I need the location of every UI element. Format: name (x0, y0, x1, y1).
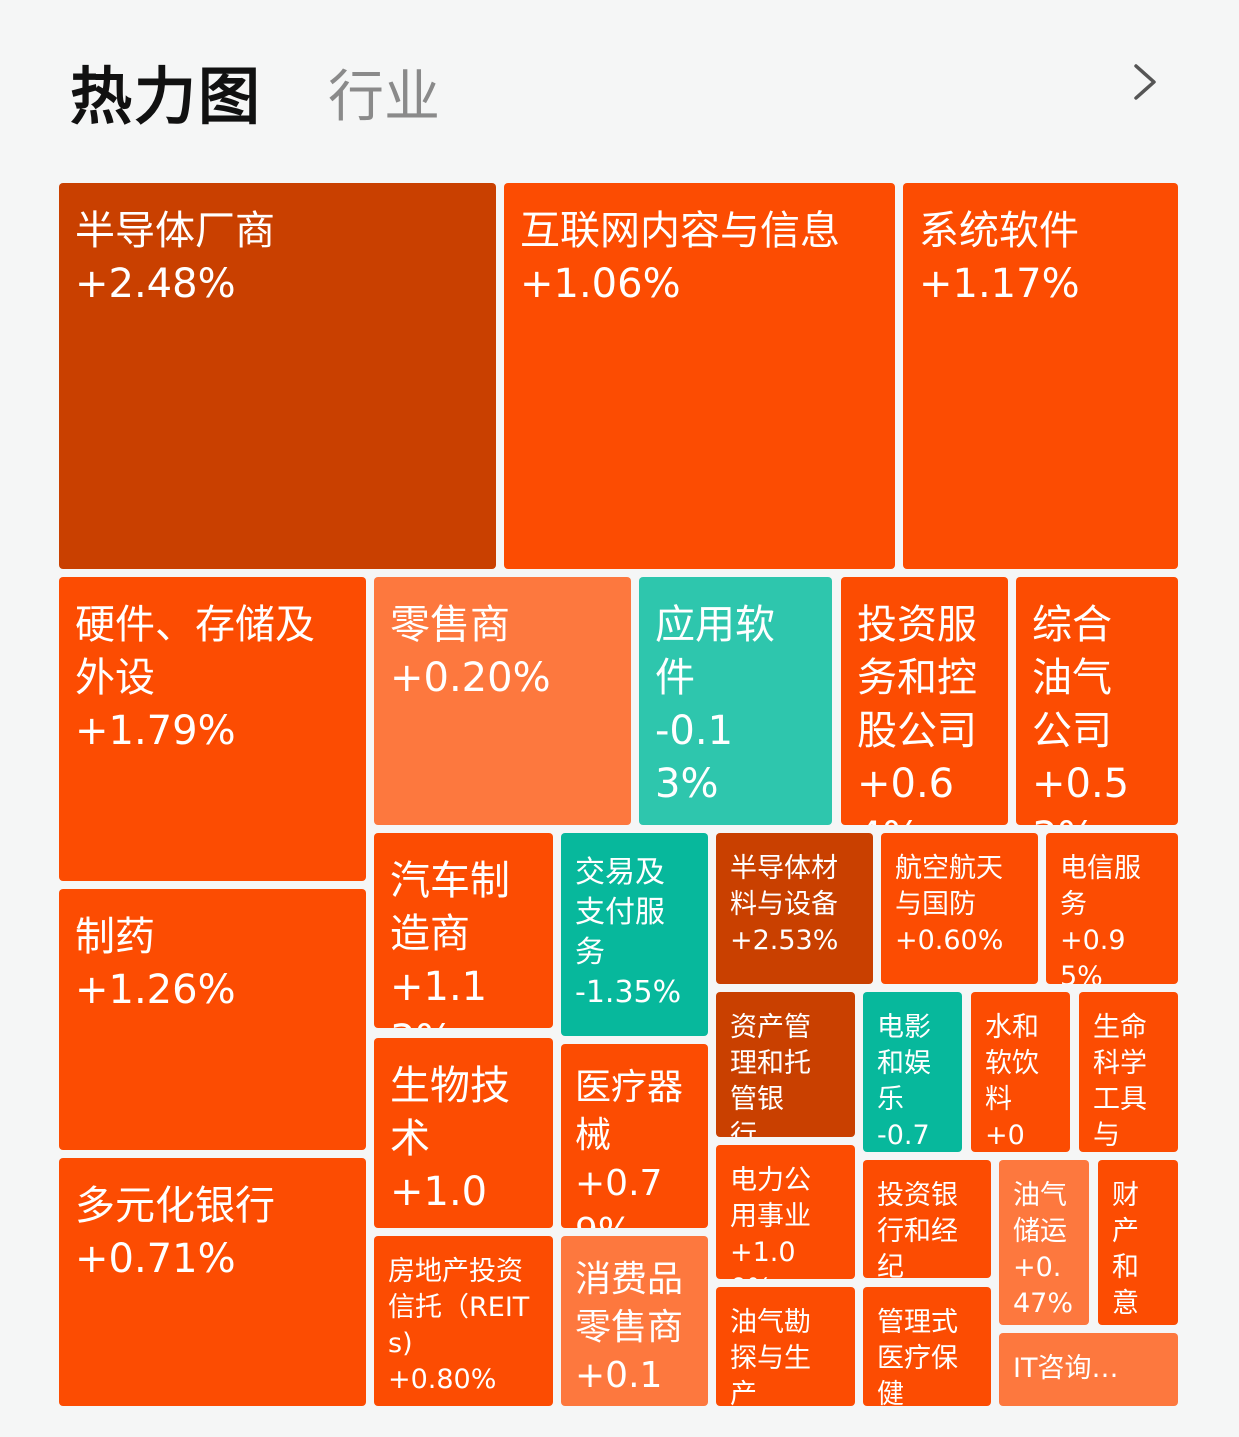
industry-tile[interactable]: 综合油气公司 +0.53% (1016, 577, 1178, 825)
industry-tile[interactable]: 投资银行和经纪 (863, 1160, 991, 1278)
industry-name: IT咨询… (1013, 1353, 1119, 1384)
industry-name: 财产和意 (1112, 1180, 1139, 1319)
industry-name: 房地产投资信托（REITs) (388, 1256, 530, 1359)
change-percent: +0.60% (895, 925, 1004, 956)
industry-name: 投资服务和控股公司 (857, 602, 977, 754)
change-percent: +0 (985, 1120, 1025, 1151)
change-percent: +2.53% (730, 925, 839, 956)
industry-name: 消费品零售商 (575, 1259, 684, 1348)
industry-tile[interactable]: 应用软件 -0.13% (639, 577, 832, 825)
industry-name: 应用软件 (655, 602, 775, 701)
category-selector[interactable]: 行业 (328, 65, 440, 130)
industry-name: 电力公用事业 (730, 1165, 811, 1232)
change-percent: +1.08% (390, 1169, 488, 1228)
industry-tile[interactable]: 多元化银行 +0.71% (59, 1158, 366, 1406)
industry-tile[interactable]: 电信服务 +0.95% (1046, 833, 1178, 984)
industry-name: 医疗器械 (575, 1067, 684, 1156)
industry-tile[interactable]: 电力公用事业 +1.00% (716, 1145, 855, 1279)
change-percent: +0.18% (575, 1355, 663, 1406)
change-percent: +1.26% (75, 967, 236, 1013)
industry-name: 电信服务 (1060, 853, 1141, 920)
industry-tile[interactable]: 财产和意 (1098, 1160, 1178, 1325)
industry-tile[interactable]: 电影和娱乐 -0.7 (863, 992, 962, 1152)
change-percent: +1.06% (520, 261, 681, 307)
industry-name: 硬件、存储及外设 (75, 602, 315, 701)
industry-tile[interactable]: 交易及支付服务 -1.35% (561, 833, 708, 1036)
industry-tile[interactable]: 资产管理和托管银行… (716, 992, 855, 1137)
heatmap-header: 热力图 行业 (0, 0, 1239, 170)
industry-name: 生命科学工具与 (1093, 1012, 1147, 1151)
change-percent: +1.00% (730, 1237, 796, 1279)
industry-name: 零售商 (390, 602, 510, 648)
industry-tile[interactable]: 互联网内容与信息 +1.06% (504, 183, 895, 569)
industry-name: 综合油气公司 (1032, 602, 1112, 754)
industry-name: 半导体材料与设备 (730, 853, 838, 920)
industry-name: 资产管理和托管银行… (730, 1012, 811, 1137)
change-percent: +0.53% (1032, 761, 1130, 825)
change-percent: +0.20% (390, 655, 551, 701)
industry-tile[interactable]: 零售商 +0.20% (374, 577, 631, 825)
industry-name: 互联网内容与信息 (520, 208, 840, 254)
industry-tile[interactable]: 投资服务和控股公司 +0.64% (841, 577, 1008, 825)
chevron-right-icon[interactable] (1128, 60, 1162, 104)
industry-tile[interactable]: 汽车制造商 +1.13% (374, 833, 553, 1028)
industry-tile[interactable]: 油气勘探与生产 (716, 1287, 855, 1406)
change-percent: +0.79% (575, 1163, 663, 1228)
industry-name: 生物技术 (390, 1063, 510, 1162)
industry-name: 制药 (75, 914, 155, 960)
change-percent: +0.71% (75, 1236, 236, 1282)
industry-tile[interactable]: 消费品零售商 +0.18% (561, 1236, 708, 1406)
industry-name: 油气储运 (1013, 1180, 1067, 1247)
change-percent: -0.13% (655, 708, 734, 807)
industry-name: 汽车制造商 (390, 858, 510, 957)
industry-tile[interactable]: 半导体材料与设备 +2.53% (716, 833, 873, 984)
industry-tile[interactable]: 管理式医疗保健 (863, 1287, 991, 1406)
industry-name: 油气勘探与生产 (730, 1307, 811, 1406)
change-percent: +2.48% (75, 261, 236, 307)
industry-name: 交易及支付服务 (575, 855, 665, 970)
change-percent: +1.79% (75, 708, 236, 754)
industry-name: 半导体厂商 (75, 208, 275, 254)
industry-tile[interactable]: 生命科学工具与 (1079, 992, 1178, 1152)
page-title: 热力图 (70, 60, 263, 133)
industry-tile[interactable]: 油气储运 +0.47% (999, 1160, 1089, 1325)
industry-tile[interactable]: 系统软件 +1.17% (903, 183, 1178, 569)
industry-name: 管理式医疗保健 (877, 1307, 958, 1406)
industry-name: 多元化银行 (75, 1183, 275, 1229)
industry-tile[interactable]: IT咨询… (999, 1333, 1178, 1406)
industry-name: 投资银行和经纪 (877, 1180, 958, 1278)
change-percent: +1.17% (919, 261, 1080, 307)
industry-tile[interactable]: 半导体厂商 +2.48% (59, 183, 496, 569)
industry-tile[interactable]: 制药 +1.26% (59, 889, 366, 1150)
industry-name: 航空航天与国防 (895, 853, 1003, 920)
change-percent: -1.35% (575, 975, 682, 1010)
industry-name: 电影和娱乐 (877, 1012, 931, 1115)
industry-tile[interactable]: 生物技术 +1.08% (374, 1038, 553, 1228)
industry-tile[interactable]: 航空航天与国防 +0.60% (881, 833, 1038, 984)
industry-tile[interactable]: 水和软饮料 +0 (971, 992, 1070, 1152)
change-percent: +0.47% (1013, 1252, 1074, 1319)
industry-tile[interactable]: 房地产投资信托（REITs) +0.80% (374, 1236, 553, 1406)
change-percent: +0.95% (1060, 925, 1126, 984)
industry-tile[interactable]: 硬件、存储及外设 +1.79% (59, 577, 366, 881)
change-percent: +1.13% (390, 964, 488, 1028)
industry-tile[interactable]: 医疗器械 +0.79% (561, 1044, 708, 1228)
change-percent: +0.80% (388, 1364, 497, 1395)
change-percent: +0.64% (857, 761, 955, 825)
industry-name: 水和软饮料 (985, 1012, 1039, 1115)
industry-name: 系统软件 (919, 208, 1079, 254)
change-percent: -0.7 (877, 1120, 930, 1151)
